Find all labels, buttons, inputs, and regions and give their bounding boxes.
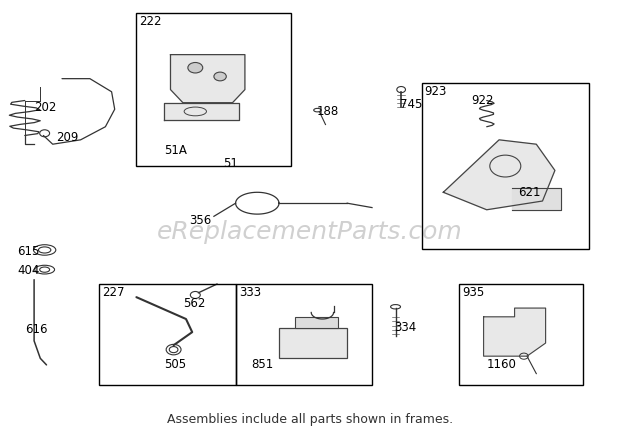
Bar	[236, 284, 372, 385]
Text: 745: 745	[400, 98, 422, 111]
Ellipse shape	[188, 62, 203, 73]
Text: 404: 404	[17, 264, 40, 277]
Text: 51: 51	[223, 157, 238, 170]
Polygon shape	[170, 55, 245, 103]
Text: 922: 922	[471, 94, 494, 107]
Text: 621: 621	[518, 186, 540, 199]
Text: 851: 851	[251, 358, 273, 371]
Text: 562: 562	[183, 297, 205, 310]
Text: 333: 333	[239, 286, 261, 299]
Bar	[99, 284, 236, 385]
Bar	[279, 328, 347, 358]
Text: 616: 616	[25, 323, 47, 336]
Polygon shape	[443, 140, 555, 210]
Text: 923: 923	[425, 85, 447, 98]
Text: 1160: 1160	[487, 358, 516, 371]
Text: 227: 227	[102, 286, 125, 299]
Text: 615: 615	[17, 245, 40, 258]
Text: 505: 505	[164, 358, 187, 371]
Bar	[136, 13, 291, 166]
Bar	[459, 284, 583, 385]
Bar	[422, 83, 589, 249]
Text: eReplacementParts.com: eReplacementParts.com	[157, 220, 463, 243]
Text: 334: 334	[394, 321, 416, 334]
Text: 222: 222	[140, 15, 162, 28]
Ellipse shape	[214, 72, 226, 81]
Polygon shape	[484, 308, 546, 356]
Bar	[294, 317, 338, 328]
Polygon shape	[512, 188, 561, 210]
Text: 202: 202	[34, 101, 56, 114]
Text: 935: 935	[462, 286, 484, 299]
Text: Assemblies include all parts shown in frames.: Assemblies include all parts shown in fr…	[167, 413, 453, 426]
Text: 188: 188	[316, 105, 339, 118]
Text: 209: 209	[56, 131, 78, 144]
Text: 356: 356	[189, 214, 211, 227]
Text: 51A: 51A	[164, 144, 187, 157]
Polygon shape	[164, 103, 239, 120]
